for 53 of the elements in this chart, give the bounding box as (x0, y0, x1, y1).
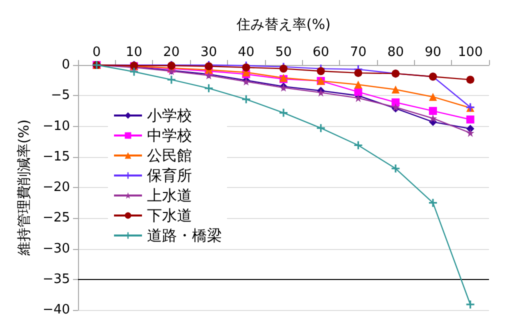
point (466, 76, 474, 84)
point (466, 124, 474, 133)
point (280, 108, 288, 117)
y-tick-label: −40 (42, 302, 70, 318)
point (354, 94, 362, 102)
point (466, 116, 474, 124)
x-axis-title: 住み替え率(%) (235, 17, 331, 33)
y-axis-title: 維持管理費削減率(%) (16, 119, 33, 257)
x-tick-label: 50 (275, 45, 292, 60)
legend-label: 保育所 (147, 166, 192, 184)
x-tick-label: 70 (350, 45, 366, 60)
point (354, 88, 362, 96)
point (466, 128, 474, 137)
x-tick-label: 80 (387, 45, 404, 60)
y-tick-label: 0 (62, 58, 70, 72)
point (428, 106, 437, 115)
point (392, 98, 400, 106)
legend-label: 上水道 (147, 186, 192, 204)
legend-label: 中学校 (147, 126, 192, 144)
y-tick-label: −10 (42, 118, 70, 134)
x-tick-label: 20 (163, 45, 180, 60)
x-tick-label: 40 (238, 45, 254, 60)
point (428, 92, 437, 101)
point (428, 198, 437, 207)
legend-label: 道路・橋梁 (147, 226, 222, 244)
x-tick-label: 100 (458, 45, 483, 60)
point (167, 76, 176, 84)
point (316, 124, 325, 132)
point (392, 86, 400, 94)
legend-label: 公民館 (147, 146, 192, 164)
x-tick-label: 10 (126, 45, 142, 60)
point (242, 95, 250, 104)
point (392, 164, 400, 173)
legend-label: 小学校 (147, 106, 192, 124)
legend-label: 下水道 (147, 206, 192, 224)
point (466, 300, 474, 308)
point (354, 80, 362, 89)
y-tick-label: −20 (42, 180, 70, 195)
y-tick-label: −30 (42, 241, 70, 256)
point (354, 141, 362, 150)
x-tick-label: 0 (92, 45, 101, 60)
point (354, 68, 362, 77)
x-tick-label: 60 (312, 45, 330, 60)
y-tick-label: −15 (42, 149, 70, 164)
y-tick-label: −5 (50, 88, 70, 104)
x-tick-label: 30 (200, 45, 218, 60)
point (428, 114, 437, 122)
point (130, 68, 138, 76)
x-tick-label: 90 (424, 45, 442, 60)
point (316, 67, 325, 76)
point (204, 84, 213, 92)
y-tick-label: −35 (42, 272, 70, 287)
y-tick-label: −25 (42, 210, 70, 226)
